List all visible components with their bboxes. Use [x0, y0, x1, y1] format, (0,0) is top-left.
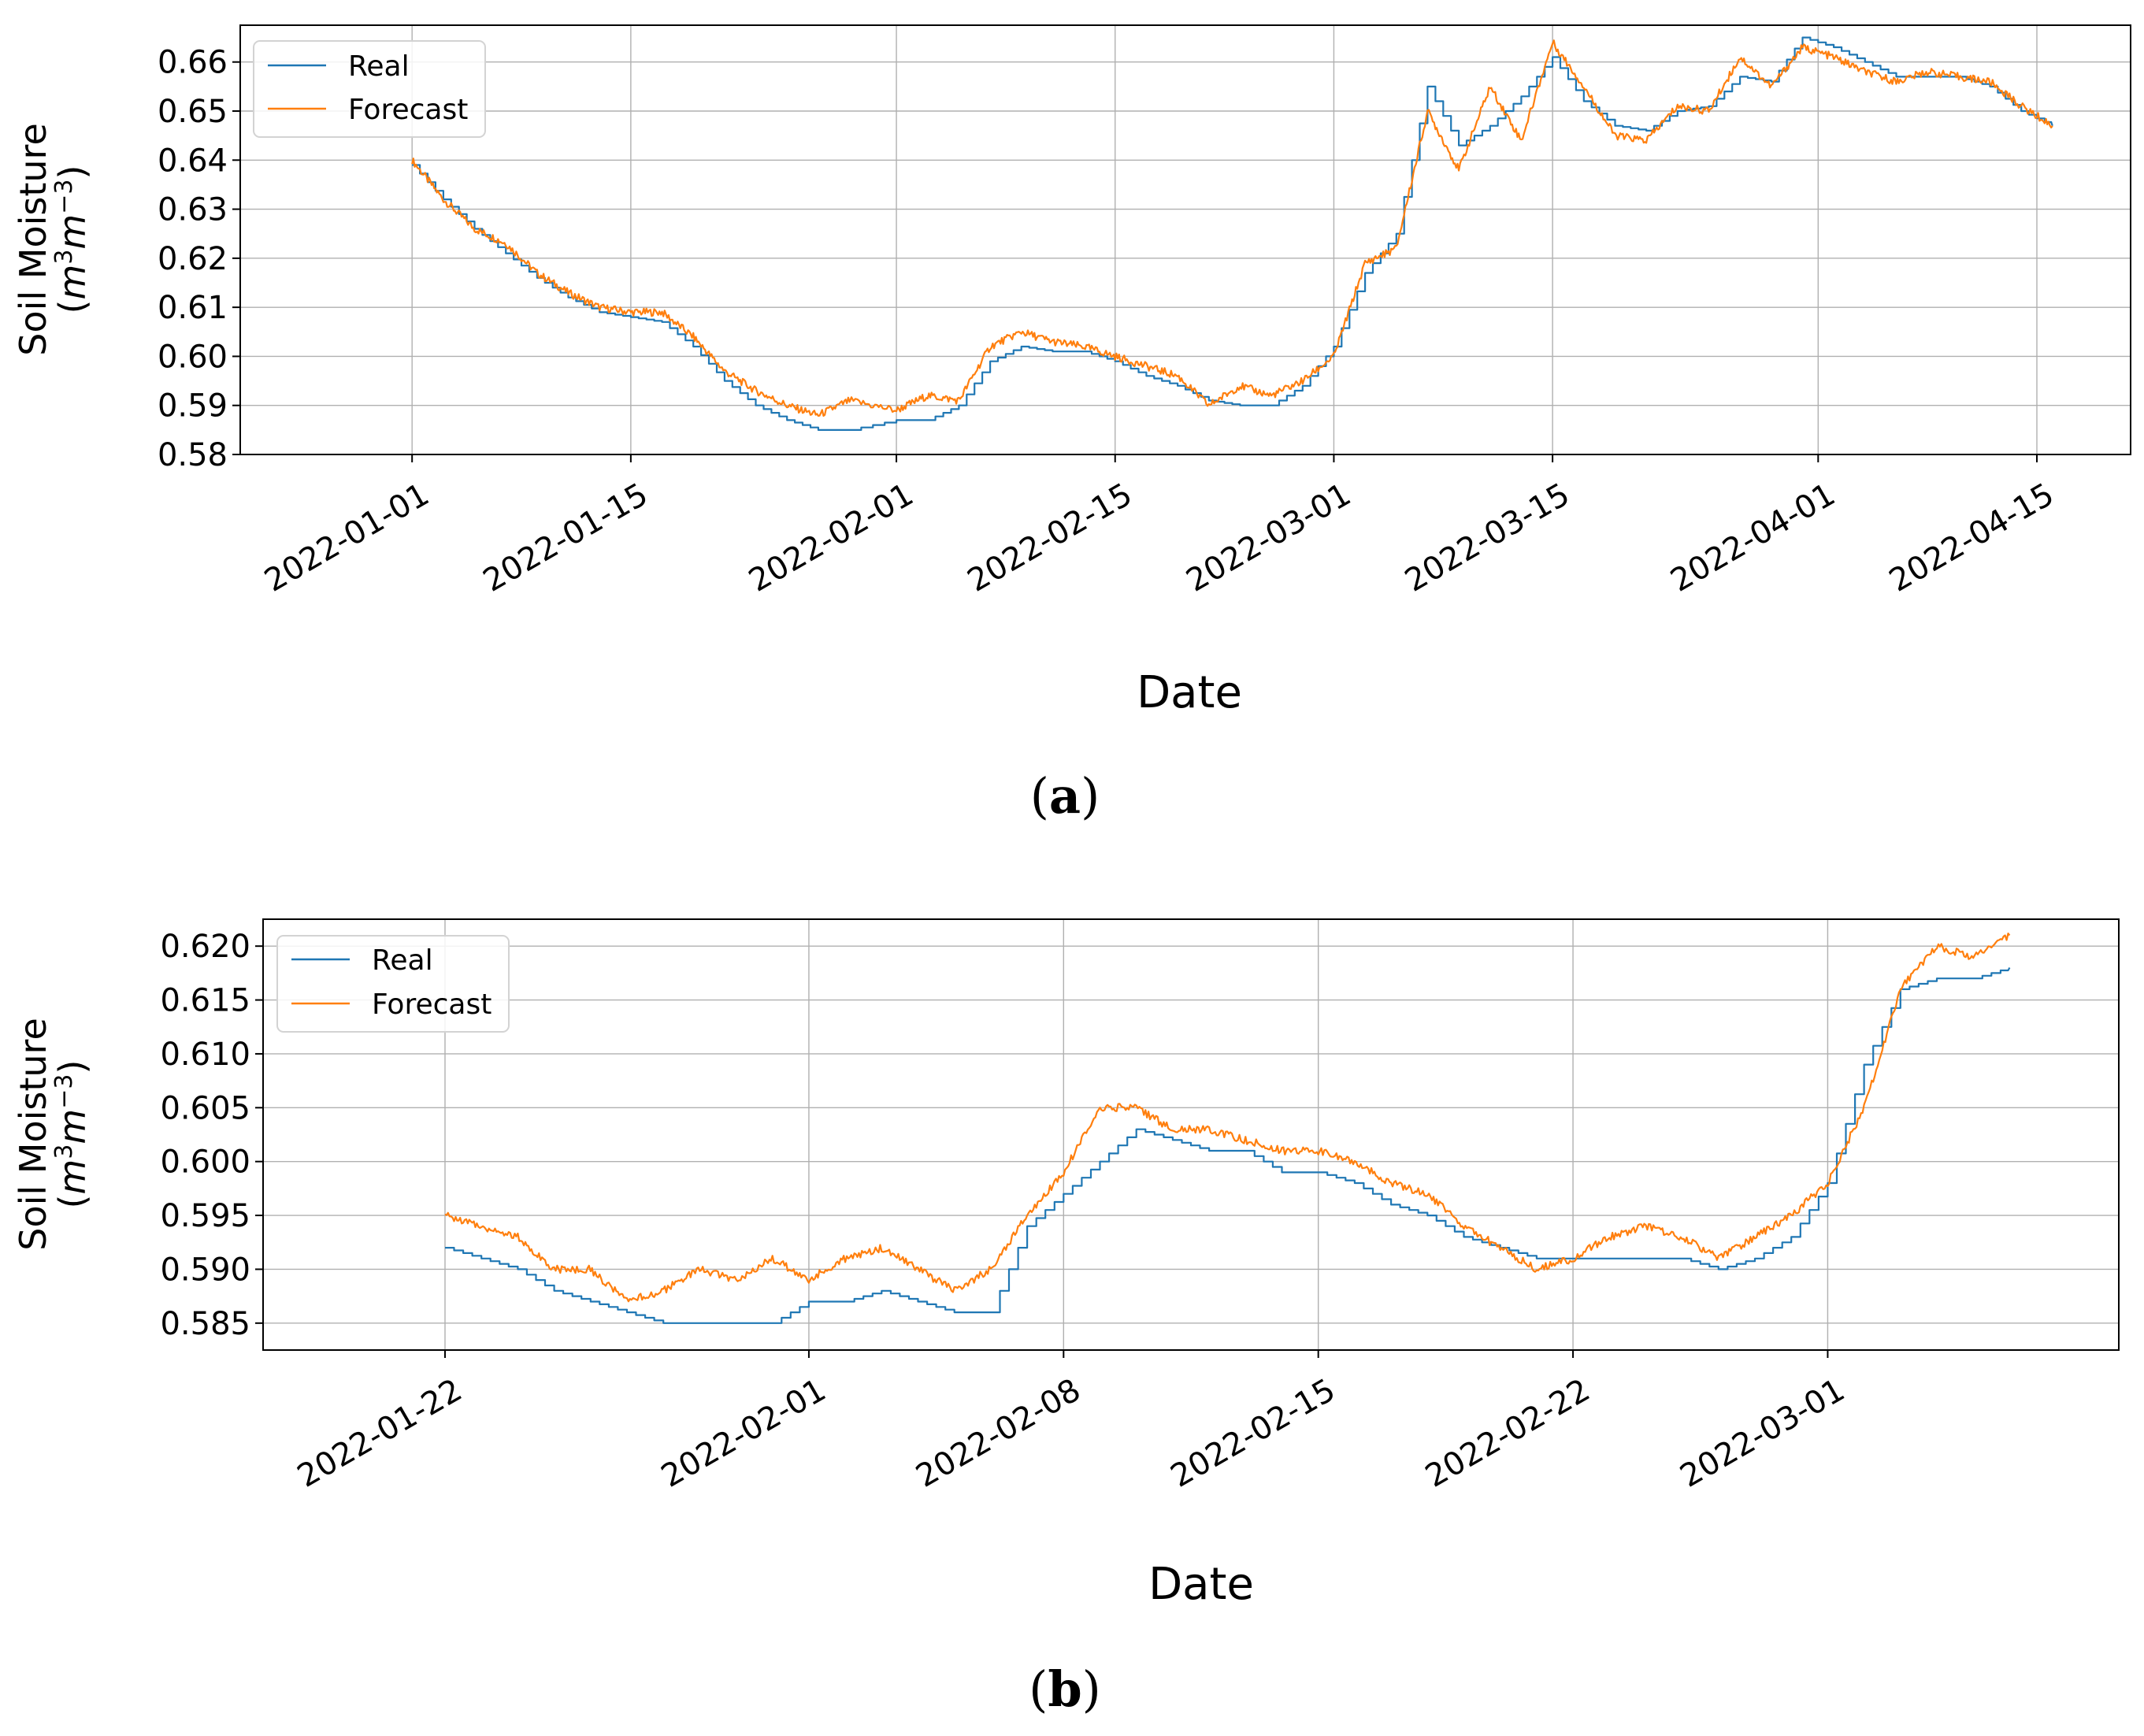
- x-tick-label: 2022-02-08: [910, 1372, 1086, 1495]
- y-tick-label: 0.59: [158, 388, 228, 425]
- y-tick-label: 0.62: [158, 241, 228, 277]
- y-axis-unit-a: (m3m−3): [50, 165, 95, 314]
- y-axis-label-a: Soil Moisture: [12, 123, 54, 356]
- legend-label-real-b: Real: [372, 944, 433, 977]
- x-axis-label-b: Date: [1148, 1559, 1254, 1610]
- series-line-real-b: [445, 966, 2011, 1324]
- x-tick-label: 2022-02-15: [962, 477, 1138, 599]
- x-tick-label: 2022-01-22: [291, 1372, 468, 1495]
- legend-b: Real Forecast: [276, 935, 510, 1033]
- y-tick-label: 0.585: [160, 1306, 250, 1342]
- y-tick-label: 0.600: [160, 1144, 250, 1181]
- x-tick-label: 2022-04-01: [1664, 477, 1841, 599]
- grid-layer-b: [263, 919, 2119, 1350]
- x-tick-label: 2022-02-15: [1165, 1372, 1341, 1495]
- y-tick-label: 0.620: [160, 929, 250, 965]
- x-tick-label: 2022-04-15: [1883, 477, 2060, 599]
- y-tick-label: 0.590: [160, 1252, 250, 1288]
- panel-caption-b: (b): [1029, 1660, 1101, 1718]
- y-tick-label: 0.65: [158, 94, 228, 130]
- series-line-real-a: [412, 36, 2053, 431]
- y-tick-label: 0.610: [160, 1037, 250, 1073]
- x-tick-label: 2022-01-01: [258, 477, 435, 599]
- y-tick-label: 0.60: [158, 339, 228, 375]
- grid-layer-a: [240, 25, 2131, 455]
- y-tick-label: 0.63: [158, 192, 228, 228]
- panel-caption-a: (a): [1030, 767, 1100, 825]
- panel-letter-b: b: [1048, 1660, 1081, 1718]
- y-tick-label: 0.61: [158, 290, 228, 326]
- x-tick-label: 2022-01-15: [477, 477, 654, 599]
- legend-label-forecast-b: Forecast: [372, 989, 491, 1021]
- x-tick-label: 2022-02-01: [655, 1372, 832, 1495]
- series-line-forecast-b: [444, 933, 2011, 1303]
- series-line-forecast-a: [411, 39, 2053, 417]
- x-tick-label: 2022-03-01: [1181, 477, 1357, 599]
- series-layer-a: [411, 36, 2053, 431]
- chart-panel-a: 0.58 0.59 0.60 0.61 0.62 0.63 0.64 0.65 0.66 2022…: [12, 24, 2131, 825]
- x-tick-label: 2022-03-01: [1675, 1372, 1851, 1495]
- y-tick-label: 0.615: [160, 983, 250, 1019]
- plot-frame-b: [262, 918, 2120, 1351]
- chart-panel-b: 0.585 0.590 0.595 0.600 0.605 0.610 0.615 0.620…: [12, 918, 2120, 1718]
- y-tick-label: 0.595: [160, 1198, 250, 1234]
- legend-label-real-a: Real: [348, 50, 410, 83]
- legend-label-forecast-a: Forecast: [348, 94, 468, 126]
- y-axis-unit-b: (m3m−3): [50, 1060, 95, 1209]
- x-axis-label-a: Date: [1137, 667, 1242, 718]
- series-layer-b: [444, 933, 2011, 1324]
- y-tick-label: 0.605: [160, 1090, 250, 1126]
- legend-a: Real Forecast: [253, 40, 486, 138]
- x-tick-label: 2022-02-22: [1419, 1372, 1596, 1495]
- plot-frame-a: [239, 24, 2131, 455]
- x-tick-label: 2022-03-15: [1399, 477, 1575, 599]
- x-tick-label: 2022-02-01: [743, 477, 919, 599]
- y-tick-label: 0.66: [158, 45, 228, 81]
- y-tick-label: 0.64: [158, 143, 228, 179]
- y-tick-label: 0.58: [158, 437, 228, 473]
- y-axis-label-b: Soil Moisture: [12, 1018, 54, 1251]
- panel-letter-a: a: [1049, 767, 1081, 825]
